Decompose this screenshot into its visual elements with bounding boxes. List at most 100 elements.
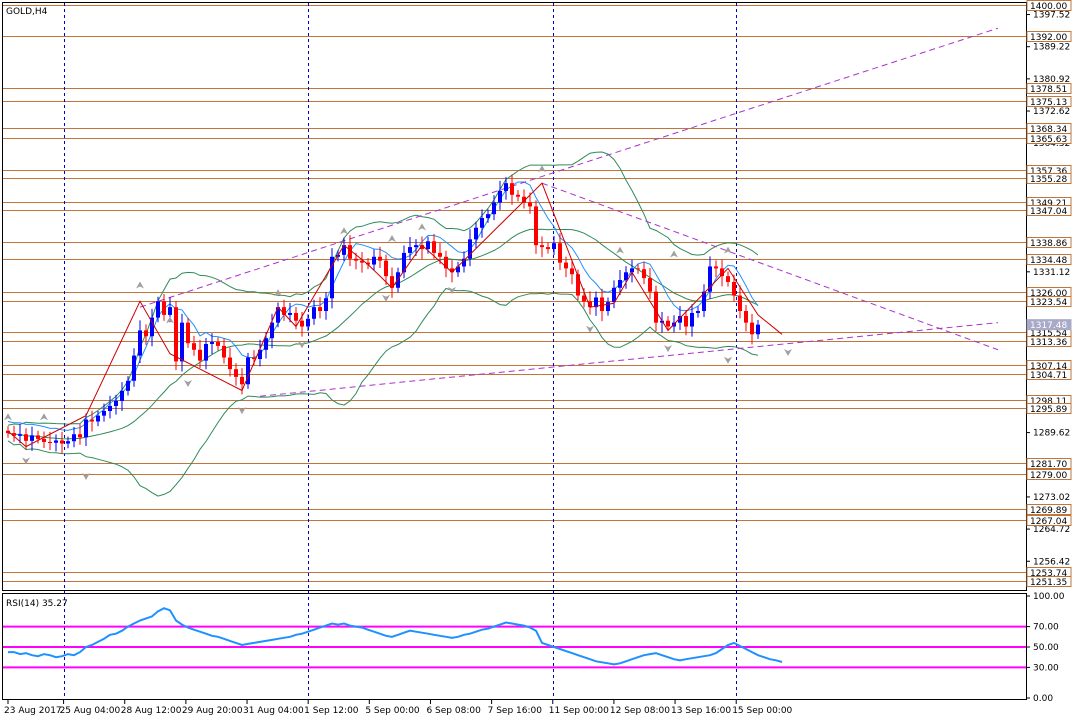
- level-tag-box: [1026, 237, 1072, 248]
- level-tag-box: [1026, 336, 1072, 347]
- price-tick-label: 1264.72: [1033, 525, 1070, 535]
- candle-body: [558, 243, 562, 263]
- level-tag-box: [1026, 296, 1072, 307]
- price-tick-label: 1256.42: [1033, 557, 1070, 567]
- level-tag-text: 1355.28: [1030, 175, 1067, 185]
- session-separator-lines: [64, 3, 737, 700]
- fractal-up: [616, 246, 624, 254]
- level-tag-text: 1357.36: [1030, 167, 1067, 177]
- level-tag-text: 1295.89: [1030, 405, 1067, 415]
- candle-body: [720, 268, 724, 277]
- candle-body: [546, 247, 550, 250]
- fractal-up: [724, 246, 732, 254]
- level-tag-box: [1026, 504, 1072, 515]
- candle-body: [612, 287, 616, 303]
- candle-body: [432, 241, 436, 253]
- time-tick-label: 5 Sep 00:00: [365, 706, 420, 716]
- candle-body: [594, 297, 598, 308]
- time-tick-label: 12 Sep 08:00: [610, 706, 670, 716]
- candle-body: [390, 276, 394, 288]
- candle-body: [228, 357, 232, 370]
- chart-symbol-label: GOLD,H4: [6, 7, 48, 17]
- level-tag-box: [1026, 173, 1072, 184]
- level-price-tags: 1400.00 1392.00 1378.51 1375.13 1368.341365.…: [1026, 0, 1072, 588]
- candle-body: [504, 183, 508, 191]
- candle-body: [600, 297, 604, 312]
- level-tag-box: [1026, 458, 1072, 469]
- candle-body: [606, 302, 610, 312]
- candle-body: [528, 202, 532, 207]
- bollinger-bands: [7, 151, 759, 497]
- candle-body: [576, 274, 580, 296]
- candle-body: [150, 317, 154, 337]
- candle-body: [648, 278, 652, 292]
- candle-body: [24, 434, 28, 441]
- candle-body: [306, 318, 310, 327]
- time-tick-label: 29 Aug 20:00: [182, 706, 243, 716]
- candle-body: [174, 307, 178, 362]
- level-tag-text: 1349.21: [1030, 199, 1067, 209]
- candle-body: [756, 324, 760, 335]
- candle-body: [360, 260, 364, 263]
- level-tag-text: 1334.48: [1030, 256, 1067, 266]
- channel-descending: [541, 182, 999, 351]
- time-tick-label: 15 Sep 00:00: [732, 706, 792, 716]
- level-tag-text: 1269.89: [1030, 506, 1067, 516]
- candle-body: [456, 266, 460, 273]
- level-tag-text: 1315.54: [1030, 329, 1067, 339]
- current-price-box: [1026, 319, 1072, 331]
- candle-body: [156, 301, 160, 318]
- candle-body: [450, 268, 454, 273]
- candle-body: [12, 433, 16, 436]
- candle-body: [510, 183, 514, 195]
- candle-body: [726, 276, 730, 282]
- candle-body: [570, 268, 574, 275]
- candle-body: [324, 298, 328, 312]
- candle-body: [276, 307, 280, 323]
- candle-body: [426, 241, 430, 250]
- candle-body: [6, 430, 10, 434]
- candle-body: [522, 196, 526, 203]
- candle-body: [246, 357, 250, 385]
- candle-body: [108, 405, 112, 411]
- rsi-tick-label: 30.00: [1033, 663, 1059, 673]
- candle-body: [408, 247, 412, 253]
- fractal-down: [382, 294, 390, 302]
- candle-body: [84, 419, 88, 438]
- candle-body: [126, 380, 130, 391]
- price-tick-label: 1331.12: [1033, 268, 1070, 278]
- fractal-down: [586, 325, 594, 333]
- level-tag-box: [1026, 96, 1072, 107]
- candle-body: [642, 269, 646, 279]
- fractal-up: [136, 281, 144, 289]
- level-tag-text: 1298.11: [1030, 397, 1067, 407]
- candle-body: [30, 435, 34, 441]
- rsi-tick-label: 0.00: [1033, 694, 1053, 704]
- level-tag-text: 1251.35: [1030, 578, 1067, 588]
- candle-body: [264, 338, 268, 350]
- time-tick-label: 31 Aug 04:00: [243, 706, 304, 716]
- candle-body: [636, 268, 640, 270]
- candle-body: [78, 434, 82, 438]
- level-tag-box: [1026, 83, 1072, 94]
- candle-body: [216, 342, 220, 346]
- candle-body: [378, 256, 382, 261]
- candle-body: [72, 434, 76, 442]
- rsi-indicator: [3, 607, 1026, 669]
- level-tag-text: 1313.36: [1030, 338, 1067, 348]
- time-tick-label: 13 Sep 16:00: [671, 706, 731, 716]
- candle-body: [60, 440, 64, 444]
- candle-body: [402, 252, 406, 273]
- fractal-markers: [4, 165, 792, 481]
- candle-body: [348, 245, 352, 259]
- bollinger-lower: [7, 287, 759, 497]
- level-tag-box: [1026, 254, 1072, 265]
- level-tag-box: [1026, 369, 1072, 380]
- candle-body: [540, 245, 544, 248]
- time-tick-label: 28 Aug 12:00: [121, 706, 182, 716]
- candle-body: [102, 410, 106, 416]
- candlesticks: [6, 174, 760, 454]
- candle-body: [708, 266, 712, 292]
- candle-body: [180, 322, 184, 362]
